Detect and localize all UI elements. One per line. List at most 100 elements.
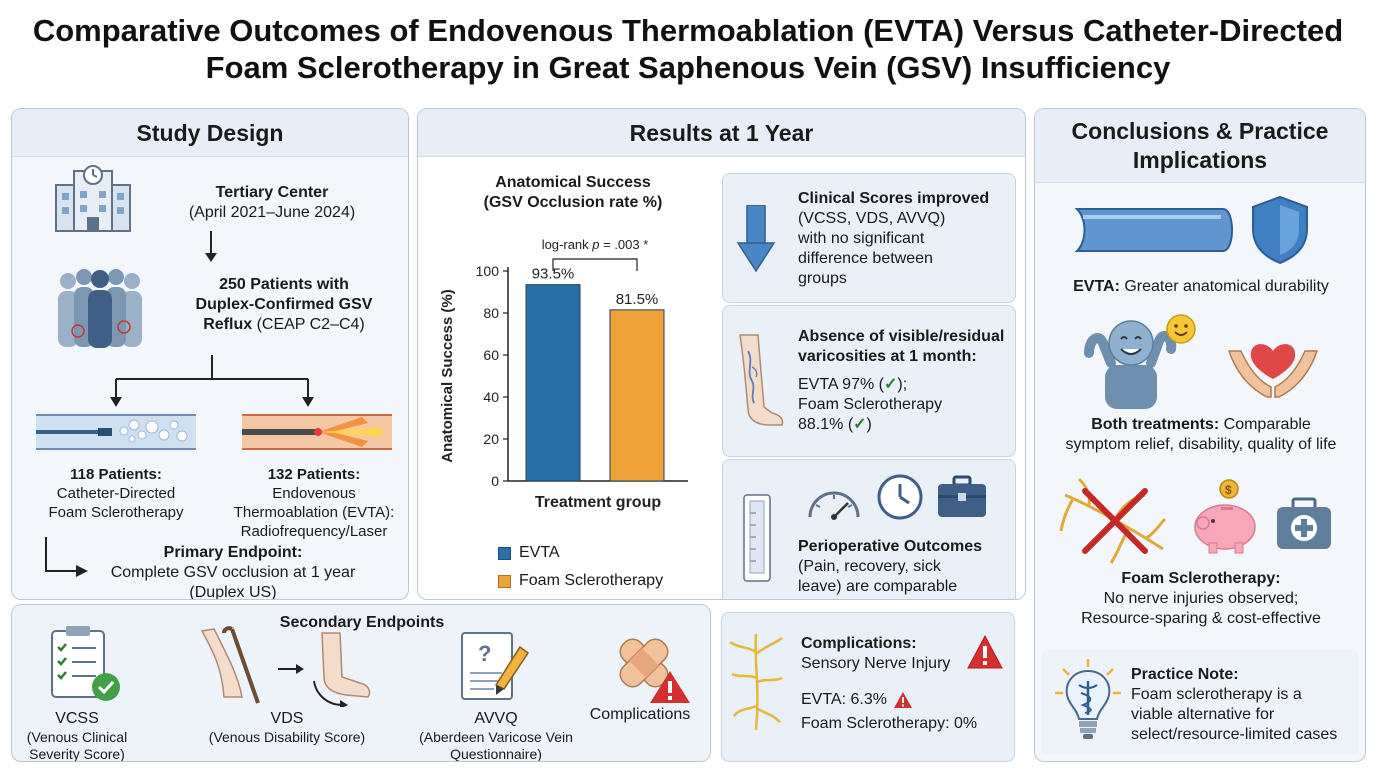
foam-count: 118 Patients: — [70, 466, 162, 483]
note-title: Practice Note: — [1131, 666, 1239, 683]
medical-kit-icon — [1273, 493, 1335, 555]
legend-label-foam: Foam Sclerotherapy — [519, 572, 664, 589]
legend-item-foam: Foam Sclerotherapy — [498, 569, 663, 593]
cane-foot-icon — [192, 623, 382, 707]
practice-note-text: Practice Note: Foam sclerotherapy is a v… — [1131, 665, 1363, 745]
legend-item-evta: EVTA — [498, 541, 663, 565]
clinical-scores-box — [722, 173, 1016, 303]
warning-small-icon — [893, 691, 913, 709]
warning-icon — [966, 634, 1004, 670]
primary-endpoint-text: Primary Endpoint: Complete GSV occlusion… — [78, 543, 388, 600]
briefcase-icon — [936, 475, 988, 519]
scores-line-3: difference between — [798, 250, 933, 267]
title-line-1: Comparative Outcomes of Endovenous Therm… — [32, 13, 1344, 48]
varic-title-1: Absence of visible/residual — [798, 328, 1005, 345]
endpoint-title: Primary Endpoint: — [163, 544, 303, 561]
clinical-scores-text: Clinical Scores improved (VCSS, VDS, AVV… — [798, 189, 1013, 289]
patients-group-icon — [46, 269, 154, 351]
both-line-1: Both treatments: Comparable — [1091, 416, 1311, 433]
endpoint-line-1: Complete GSV occlusion at 1 year — [110, 564, 356, 581]
clipboard-checklist-icon — [44, 623, 128, 707]
foam-conclusion: Foam Sclerotherapy: No nerve injuries ob… — [1035, 569, 1365, 629]
shield-icon — [1249, 195, 1311, 265]
check-icon: ✓ — [853, 416, 867, 433]
evta-conclusion: EVTA: Greater anatomical durability — [1073, 278, 1329, 295]
varicosities-box — [722, 305, 1016, 457]
y-tick-label-0: 0 — [491, 473, 499, 489]
scores-title: Clinical Scores improved — [798, 190, 990, 207]
endpoint-line-2: (Duplex US) — [189, 584, 277, 600]
pain-scale-icon — [740, 493, 774, 583]
foam-line-2: Foam Sclerotherapy — [48, 504, 184, 521]
center-dates: (April 2021–June 2024) — [188, 204, 356, 221]
patients-line-3: Reflux (CEAP C2–C4) — [203, 316, 365, 333]
patients-line-1: 250 Patients with — [219, 276, 349, 293]
y-tick-label-1: 20 — [483, 431, 499, 447]
scores-line-2: with no significant — [798, 230, 925, 247]
complications-name: Complications — [589, 706, 691, 723]
foam-conclusion-line-2: Resource-sparing & cost-effective — [1081, 610, 1321, 627]
hands-heart-icon — [1227, 317, 1319, 403]
lightbulb-caduceus-icon — [1053, 657, 1123, 747]
evta-line-3: Radiofrequency/Laser — [240, 523, 388, 540]
chart-title-block: Anatomical Success (GSV Occlusion rate %… — [438, 173, 708, 213]
foam-conclusion-line-1: No nerve injuries observed; — [1103, 590, 1299, 607]
gauge-icon — [804, 483, 864, 523]
conclusions-heading: Conclusions & Practice Implications — [1035, 109, 1365, 183]
complications-box — [721, 612, 1015, 762]
bandage-warning-icon — [604, 625, 694, 705]
study-design-panel: Study Design Tertiary Center (April 2021… — [11, 108, 409, 600]
patients-text: 250 Patients with Duplex-Confirmed GSV R… — [158, 275, 408, 335]
both-conclusion: Both treatments: Comparable symptom reli… — [1035, 415, 1365, 455]
vds-item: VDS (Venous Disability Score) — [192, 709, 382, 746]
y-tick-label-2: 40 — [483, 389, 499, 405]
chart-svg: 0 20 40 60 80 100 93.5% 81.5% log-rank p = .003 … — [439, 237, 688, 511]
comp-line: Sensory Nerve Injury — [801, 655, 951, 672]
scores-line-1: (VCSS, VDS, AVVQ) — [798, 210, 946, 227]
vcss-item: VCSS (Venous Clinical Severity Score) — [12, 709, 142, 762]
avvq-name: AVVQ — [474, 710, 518, 727]
conclusions-panel: Conclusions & Practice Implications EVTA… — [1034, 108, 1366, 762]
evta-line-1: Endovenous — [272, 485, 356, 502]
vcss-desc-1: (Venous Clinical — [26, 729, 128, 745]
comp-foam: Foam Sclerotherapy: 0% — [801, 715, 978, 732]
comp-title: Complications: — [801, 635, 917, 652]
complications-item: Complications — [582, 705, 698, 725]
foam-conclusion-title: Foam Sclerotherapy: — [1121, 570, 1281, 587]
evta-group-text: 132 Patients: Endovenous Thermoablation … — [218, 465, 408, 541]
legend: EVTA Foam Sclerotherapy — [498, 541, 663, 593]
vcss-name: VCSS — [55, 710, 99, 727]
y-tick-label-4: 80 — [483, 305, 499, 321]
varic-line-1: EVTA 97% (✓); — [798, 376, 908, 393]
periop-line-1: (Pain, recovery, sick — [798, 558, 941, 575]
endpoint-arrow — [42, 537, 90, 581]
perioperative-text: Perioperative Outcomes (Pain, recovery, … — [798, 537, 1013, 597]
y-tick-label-5: 100 — [476, 263, 500, 279]
complications-text: Complications: Sensory Nerve Injury — [801, 634, 971, 674]
secondary-heading: Secondary Endpoints — [279, 614, 445, 631]
foam-line-1: Catheter-Directed — [56, 485, 176, 502]
both-line-2: symptom relief, disability, quality of l… — [1065, 436, 1337, 453]
vds-desc-1: (Venous Disability Score) — [208, 729, 366, 745]
scores-line-4: groups — [798, 270, 847, 287]
evta-catheter-icon — [242, 409, 392, 455]
nerve-icon — [726, 632, 786, 732]
y-tick-label-3: 60 — [483, 347, 499, 363]
hospital-icon — [52, 161, 134, 233]
legend-swatch-foam — [498, 574, 511, 588]
comp-evta: EVTA: 6.3% — [801, 690, 1011, 710]
patients-line-2: Duplex-Confirmed GSV — [195, 296, 373, 313]
periop-title: Perioperative Outcomes — [798, 538, 983, 555]
varic-title-2: varicosities at 1 month: — [798, 348, 977, 365]
questionnaire-pencil-icon: ? — [454, 627, 538, 707]
avvq-desc-1: (Aberdeen Varicose Vein — [419, 729, 573, 745]
evta-count: 132 Patients: — [267, 466, 361, 483]
arrow-down-icon — [203, 231, 219, 263]
varic-line-2: Foam Sclerotherapy — [798, 396, 943, 413]
title-line-2: Foam Sclerotherapy in Great Saphenous Ve… — [205, 50, 1171, 85]
foam-group-text: 118 Patients: Catheter-Directed Foam Scl… — [26, 465, 206, 522]
study-design-heading: Study Design — [12, 109, 408, 157]
arrow-down-big-icon — [736, 205, 776, 275]
clock-icon — [876, 473, 924, 521]
vcss-desc-2: Severity Score) — [29, 746, 125, 762]
